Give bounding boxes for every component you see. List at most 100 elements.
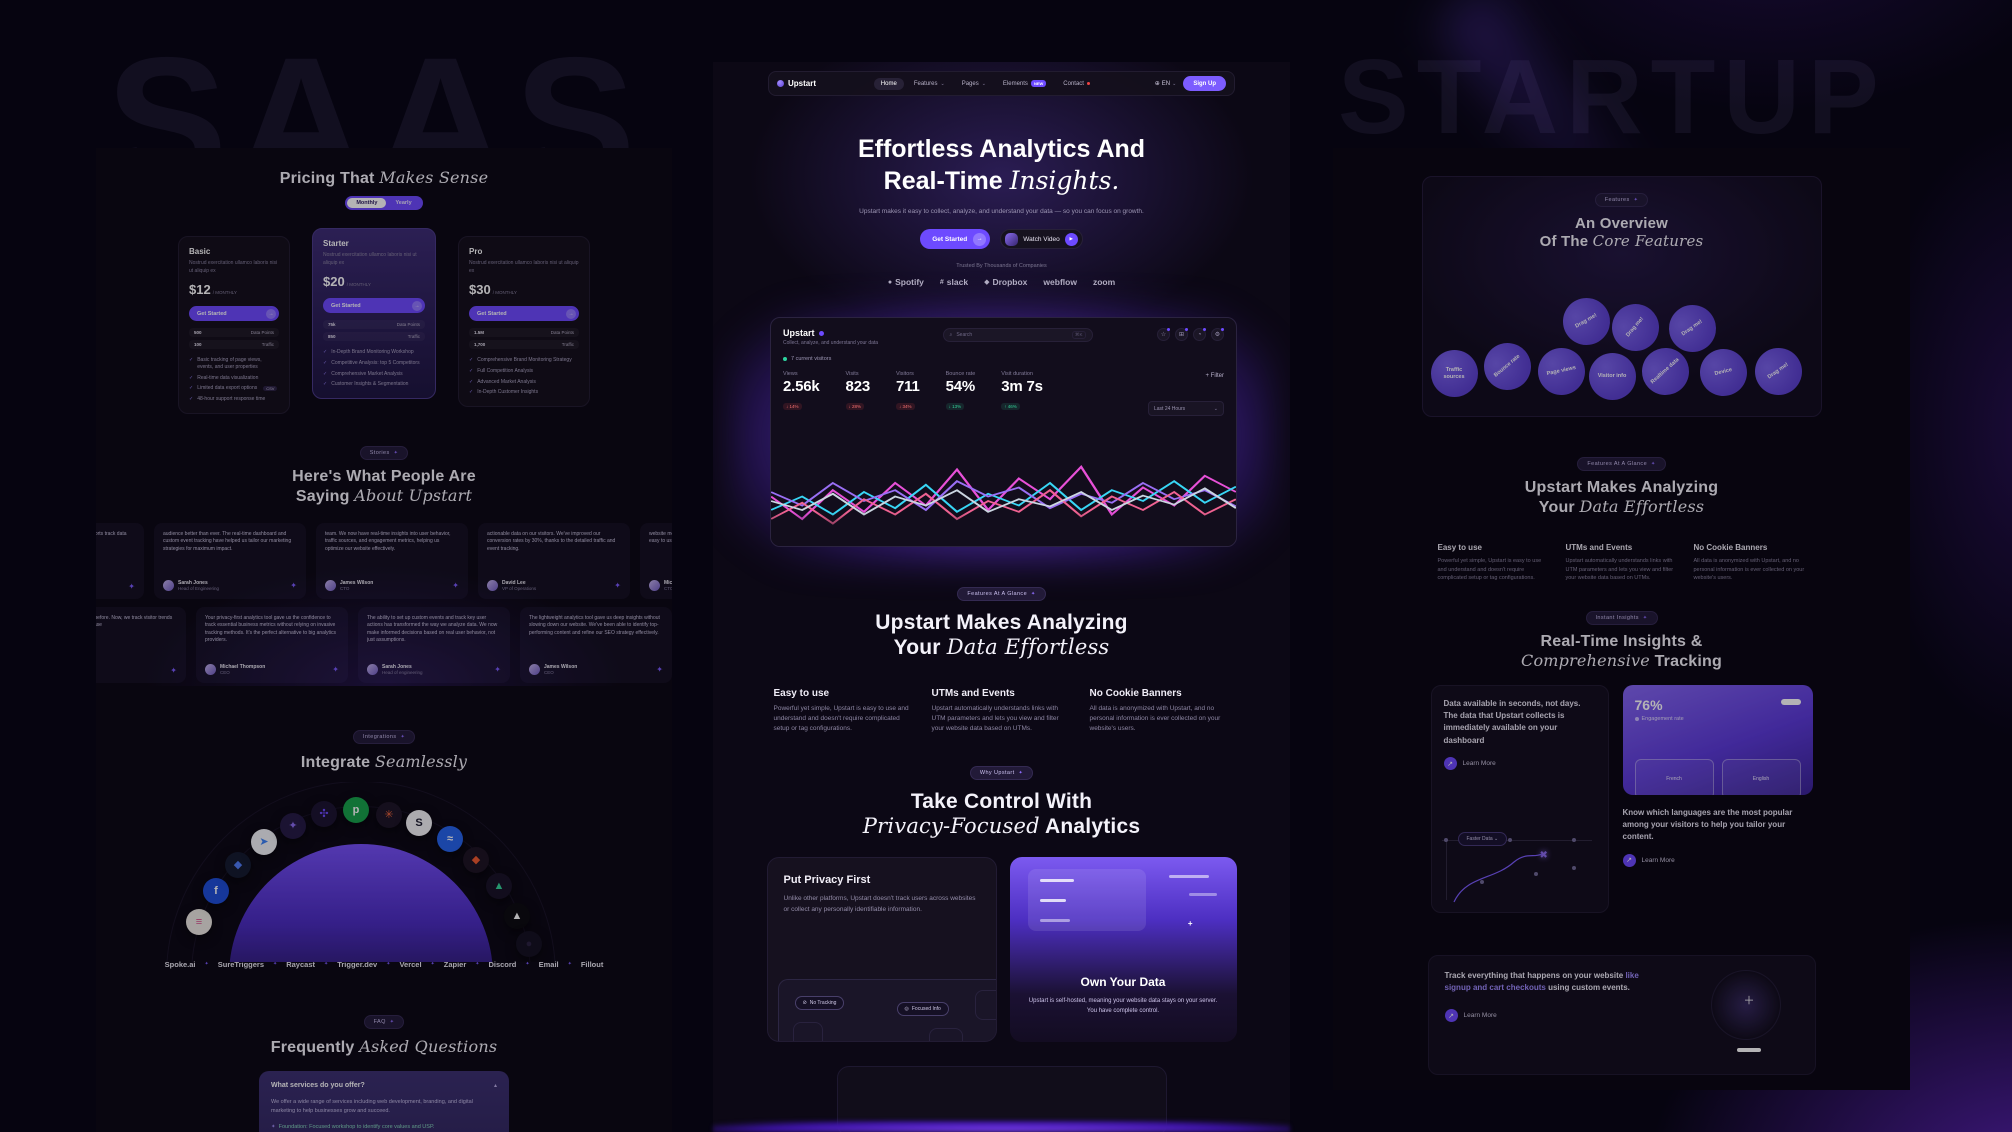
testimonial-author: David Lee VP of Operations <box>487 579 537 591</box>
dashboard-tagline: Collect, analyze, and understand your da… <box>783 340 879 346</box>
toggle-switch[interactable] <box>1780 698 1801 705</box>
nav-link-label: Features <box>913 80 938 87</box>
nav-link-label: Home <box>880 80 897 87</box>
testimonial-author: James Wilson CTO <box>325 579 373 591</box>
testimonial-quote: The ability to set up custom events and … <box>367 614 498 644</box>
faq-item: What services do you offer? ▴ We offer a … <box>259 1070 509 1132</box>
feature-text: Advanced Market Analysis <box>477 378 536 385</box>
nav-links: Home Features ⌄ Pages ⌄ Elements NEW Contact <box>873 77 1097 90</box>
feature-text: Limited data export options <box>197 385 258 392</box>
logo-label: webflow <box>1043 277 1077 287</box>
glance-column: UTMs and Events Upstart automatically und… <box>932 688 1072 734</box>
plan-limit-row: 1.5M Data Points <box>469 328 579 337</box>
toggle-yearly[interactable]: Yearly <box>395 200 412 206</box>
feature-bubble-traffic-sources[interactable]: Traffic sources <box>1430 350 1478 397</box>
check-icon: ✓ <box>469 367 474 374</box>
nav-link-contact[interactable]: Contact <box>1056 78 1097 90</box>
partner-spokeai: Spoke.ai <box>164 959 196 969</box>
plan-feature: ✓ In-Depth Customer Insights <box>469 389 579 396</box>
toggle-monthly[interactable]: Monthly <box>347 198 387 208</box>
learn-more-link[interactable]: ↗ Learn More <box>1444 1009 1799 1023</box>
sparkle-icon: ✦ <box>1651 461 1656 467</box>
limit-label: Traffic <box>561 342 574 347</box>
stat-visit-duration: Visit duration 3m 7s ↑ 46% <box>1001 371 1043 413</box>
plus-sparkle-icon: ＋ <box>1743 994 1755 1007</box>
email-icon: ≡ <box>186 908 212 935</box>
learn-more-link[interactable]: ↗ Learn More <box>1622 853 1813 867</box>
date-range-select[interactable]: Last 24 Hours ⌄ <box>1148 401 1224 416</box>
faster-data-node[interactable]: Faster Data ⌄ <box>1457 831 1508 846</box>
toolbar-icon-3[interactable]: ⚙ <box>1211 328 1224 341</box>
plan-features: ✓ Basic tracking of page views, events, a… <box>189 357 279 403</box>
column-title: UTMs and Events <box>1565 543 1633 552</box>
column-body: Powerful yet simple, Upstart is easy to … <box>1437 558 1542 582</box>
logo-label: zoom <box>1092 277 1116 287</box>
plan-limit-row: 1,700 Traffic <box>469 340 579 349</box>
sparkle-icon: ✦ <box>1031 591 1036 597</box>
testimonial-card: actionable data on our visitors. We've i… <box>478 522 630 599</box>
feature-bubble-bounce-rate[interactable]: Bounce rate <box>1473 333 1541 400</box>
slack-logo: # slack <box>940 277 968 287</box>
chevron-down-icon: ⌄ <box>1213 405 1218 412</box>
stat-value: 711 <box>895 378 920 395</box>
limit-label: Data Points <box>550 330 574 335</box>
logo-label: Dropbox <box>992 277 1028 287</box>
signup-button[interactable]: Sign Up <box>1183 76 1226 91</box>
partner-email: Email <box>538 959 559 969</box>
get-started-button[interactable]: Get Started → <box>189 306 279 321</box>
sparkle-icon: ✦ <box>1633 197 1639 203</box>
limit-label: Data Points <box>250 330 274 335</box>
brand-logo[interactable]: Upstart <box>777 79 816 88</box>
language-selector[interactable]: ⊕ EN ⌄ <box>1154 80 1177 88</box>
star-icon: ✦ <box>614 580 621 590</box>
faq-answer: We offer a wide range of services includ… <box>271 1098 473 1114</box>
feature-bubble-device[interactable]: Device <box>1694 344 1752 401</box>
testimonial-quote: audience better than ever. The real-time… <box>163 530 292 552</box>
watch-video-button[interactable]: Watch Video ▶ <box>1000 229 1083 249</box>
chevron-down-icon: ⌄ <box>981 80 986 87</box>
testimonial-name: David Lee <box>502 579 526 586</box>
partner-vercel: Vercel <box>399 959 422 969</box>
faq-title: Frequently Asked Questions <box>270 1036 498 1056</box>
nav-link-features[interactable]: Features ⌄ <box>907 78 952 90</box>
get-started-button[interactable]: Get Started → <box>920 229 991 249</box>
feature-bubble-visitor-info[interactable]: Visitor info <box>1588 353 1636 400</box>
testimonial-footer: Michael ThompsonCTO✦ <box>649 579 672 591</box>
own-data-card: + Own Your Data Upstart is self-hosted, … <box>1009 857 1237 1043</box>
arrow-icon: → <box>973 232 987 246</box>
author-meta: Michael Thompson CEO <box>220 664 265 675</box>
stat-value: 2.56k <box>783 378 820 395</box>
dropbox-logo: ◆ Dropbox <box>984 277 1027 287</box>
testimonial-footer: ✦ <box>96 666 177 675</box>
nav-link-elements[interactable]: Elements NEW <box>996 77 1053 90</box>
testimonial-role: VP of Operations <box>502 585 537 591</box>
nav-link-label: Pages <box>961 80 979 87</box>
faq-question[interactable]: What services do you offer? ▴ <box>271 1081 497 1089</box>
nav-link-home[interactable]: Home <box>873 77 904 90</box>
nav-link-pages[interactable]: Pages ⌄ <box>955 78 993 90</box>
search-input[interactable]: ⌕ Search ⌘K <box>942 328 1093 342</box>
feature-bubble-drag-me-[interactable]: Drag me! <box>1553 289 1619 354</box>
toolbar-icon-0[interactable]: ☆ <box>1157 328 1170 341</box>
testimonial-card: The ability to set up custom events and … <box>358 606 510 683</box>
limit-value: 850 <box>328 334 336 339</box>
glance-title: Upstart Makes Analyzing Your Data Effort… <box>875 611 1128 659</box>
filter-button[interactable]: + Filter <box>1205 373 1224 379</box>
feature-bubble-drag-me-[interactable]: Drag me! <box>1745 338 1811 405</box>
billing-toggle[interactable]: Monthly Yearly <box>345 196 423 210</box>
video-thumbnail <box>1005 232 1019 246</box>
stat-delta: ↓ 14% <box>783 403 802 410</box>
analytics-chart <box>771 456 1236 546</box>
stripe-icon: S <box>406 809 432 836</box>
toolbar-icon-2[interactable]: ◔ <box>1193 328 1206 341</box>
feature-text: In-Depth Brand Monitoring Workshop <box>331 349 414 355</box>
testimonial-name: James Wilson <box>544 663 578 670</box>
get-started-button[interactable]: Get Started → <box>323 298 425 313</box>
toolbar-icon-1[interactable]: ⊞ <box>1175 328 1188 341</box>
column-body: Powerful yet simple, Upstart is easy to … <box>773 705 909 733</box>
learn-more-link[interactable]: ↗ Learn More <box>1443 757 1596 771</box>
testimonial-author: James Wilson CEO <box>529 663 578 675</box>
get-started-button[interactable]: Get Started → <box>469 306 579 321</box>
feature-bubble-page-views[interactable]: Page views <box>1533 343 1589 400</box>
star-separator-icon: ✦ <box>386 961 391 968</box>
